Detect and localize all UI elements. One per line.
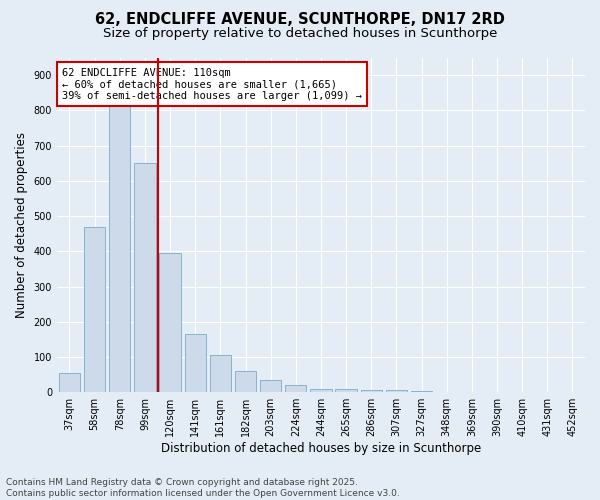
Bar bbox=[59, 373, 80, 392]
Bar bbox=[160, 253, 181, 392]
Bar bbox=[310, 388, 332, 392]
Bar bbox=[260, 380, 281, 392]
Bar bbox=[285, 385, 307, 392]
Bar bbox=[335, 390, 357, 392]
Bar bbox=[84, 226, 106, 392]
Bar bbox=[411, 391, 432, 392]
Y-axis label: Number of detached properties: Number of detached properties bbox=[15, 132, 28, 318]
Bar bbox=[109, 91, 130, 392]
Bar bbox=[209, 355, 231, 392]
Bar bbox=[235, 371, 256, 392]
X-axis label: Distribution of detached houses by size in Scunthorpe: Distribution of detached houses by size … bbox=[161, 442, 481, 455]
Text: 62 ENDCLIFFE AVENUE: 110sqm
← 60% of detached houses are smaller (1,665)
39% of : 62 ENDCLIFFE AVENUE: 110sqm ← 60% of det… bbox=[62, 68, 362, 100]
Bar bbox=[386, 390, 407, 392]
Bar bbox=[361, 390, 382, 392]
Bar bbox=[185, 334, 206, 392]
Text: 62, ENDCLIFFE AVENUE, SCUNTHORPE, DN17 2RD: 62, ENDCLIFFE AVENUE, SCUNTHORPE, DN17 2… bbox=[95, 12, 505, 28]
Bar bbox=[134, 163, 155, 392]
Text: Size of property relative to detached houses in Scunthorpe: Size of property relative to detached ho… bbox=[103, 28, 497, 40]
Text: Contains HM Land Registry data © Crown copyright and database right 2025.
Contai: Contains HM Land Registry data © Crown c… bbox=[6, 478, 400, 498]
